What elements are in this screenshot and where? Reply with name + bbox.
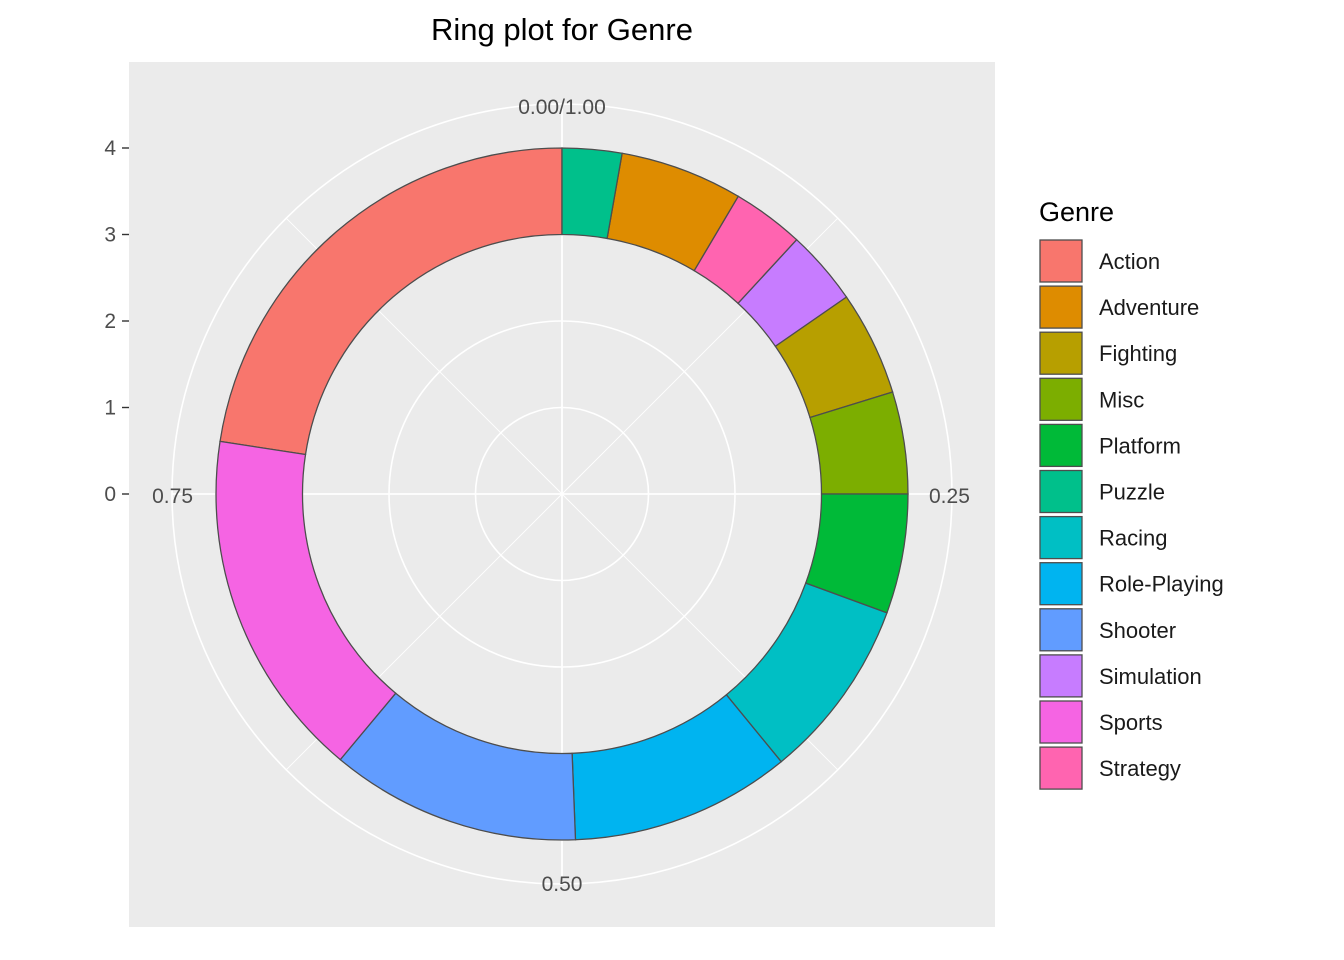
- radial-axis: 0 1 2 3 4: [104, 137, 129, 506]
- legend: Action Adventure Fighting Misc Platform Puzzl…: [1039, 239, 1224, 790]
- theta-tick-label: 0.25: [929, 485, 970, 508]
- legend-key-strategy: [1039, 746, 1083, 790]
- legend-label: Platform: [1099, 433, 1181, 458]
- legend-key-action: [1039, 239, 1083, 283]
- radial-tick-label: 0: [104, 483, 116, 506]
- legend-key-adventure: [1039, 285, 1083, 329]
- chart-title: Ring plot for Genre: [431, 12, 693, 47]
- legend-label: Sports: [1099, 710, 1163, 735]
- theta-axis: 0.00/1.00 0.25 0.50 0.75: [152, 96, 970, 896]
- legend-title: Genre: [1039, 197, 1114, 227]
- legend-label: Puzzle: [1099, 480, 1165, 505]
- legend-key-shooter: [1039, 608, 1083, 652]
- legend-key-misc: [1039, 377, 1083, 421]
- legend-key-fighting: [1039, 331, 1083, 375]
- ring-segment-sports: [215, 440, 397, 761]
- legend-label: Simulation: [1099, 664, 1202, 689]
- legend-label: Adventure: [1099, 295, 1199, 320]
- legend-label: Fighting: [1099, 341, 1177, 366]
- legend-label: Strategy: [1099, 756, 1181, 781]
- radial-tick-label: 3: [104, 224, 116, 247]
- radial-tick-label: 1: [104, 397, 116, 420]
- legend-label: Shooter: [1099, 618, 1176, 643]
- theta-tick-label: 0.50: [542, 873, 583, 896]
- ring-segment-strategy: [693, 195, 798, 305]
- legend-key-platform: [1039, 423, 1083, 468]
- ring-layer: [215, 147, 909, 841]
- legend-label: Action: [1099, 249, 1160, 274]
- radial-tick-label: 4: [104, 137, 116, 160]
- radial-tick-label: 2: [104, 310, 116, 333]
- ring-segment-puzzle: [561, 147, 623, 240]
- ring-segment-simulation: [737, 238, 848, 348]
- legend-key-role-playing: [1039, 562, 1083, 606]
- legend-key-puzzle: [1039, 469, 1083, 514]
- legend-key-simulation: [1039, 654, 1083, 698]
- legend-key-racing: [1039, 515, 1083, 560]
- theta-tick-label: 0.00/1.00: [518, 96, 606, 119]
- theta-tick-label: 0.75: [152, 485, 193, 508]
- legend-label: Misc: [1099, 387, 1144, 412]
- legend-label: Role-Playing: [1099, 572, 1224, 597]
- legend-label: Racing: [1099, 526, 1167, 551]
- legend-key-sports: [1039, 700, 1083, 744]
